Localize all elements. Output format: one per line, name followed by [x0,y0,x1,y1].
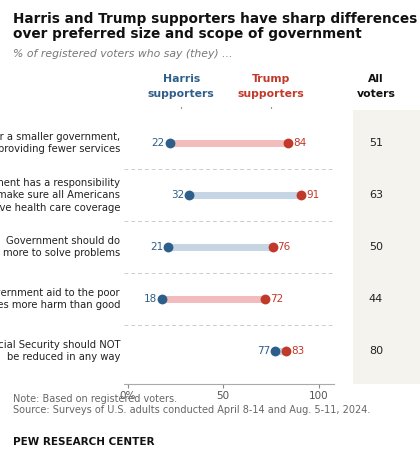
Text: 76: 76 [278,242,291,252]
Text: Harris and Trump supporters have sharp differences: Harris and Trump supporters have sharp d… [13,12,417,26]
Point [283,347,289,355]
Text: 72: 72 [270,294,283,304]
Text: Government aid to the poor
does more harm than good: Government aid to the poor does more har… [0,288,120,310]
Text: 32: 32 [171,190,184,200]
Point [298,192,305,199]
Text: 84: 84 [293,138,306,148]
Point [271,347,278,355]
Text: PEW RESEARCH CENTER: PEW RESEARCH CENTER [13,437,154,447]
Text: Social Security should NOT
be reduced in any way: Social Security should NOT be reduced in… [0,340,120,362]
Point [285,139,291,147]
Text: 44: 44 [369,294,383,304]
Text: % of registered voters who say (they) ...: % of registered voters who say (they) ..… [13,49,232,59]
Text: voters: voters [357,89,395,99]
Text: Prefer a smaller government,
providing fewer services: Prefer a smaller government, providing f… [0,132,120,154]
Text: All: All [368,74,384,84]
Text: Harris: Harris [163,74,200,84]
Text: 22: 22 [152,138,165,148]
Text: Trump: Trump [252,74,290,84]
Text: Government has a responsibility
to make sure all Americans
have health care cove: Government has a responsibility to make … [0,178,120,212]
Point [159,295,165,302]
Text: 63: 63 [369,190,383,200]
Text: 91: 91 [306,190,320,200]
Point [165,243,171,251]
Point [166,139,173,147]
Point [262,295,268,302]
Text: Source: Surveys of U.S. adults conducted April 8-14 and Aug. 5-11, 2024.: Source: Surveys of U.S. adults conducted… [13,405,370,415]
Text: over preferred size and scope of government: over preferred size and scope of governm… [13,27,361,41]
Text: 77: 77 [257,346,270,356]
Point [186,192,192,199]
Point [270,243,276,251]
Text: 51: 51 [369,138,383,148]
Text: supporters: supporters [148,89,215,99]
Text: 50: 50 [369,242,383,252]
Text: 18: 18 [144,294,158,304]
Text: supporters: supporters [238,89,304,99]
Text: Note: Based on registered voters.: Note: Based on registered voters. [13,394,177,404]
Text: Government should do
more to solve problems: Government should do more to solve probl… [3,236,120,258]
Text: 21: 21 [150,242,163,252]
Text: 83: 83 [291,346,304,356]
Text: 80: 80 [369,346,383,356]
